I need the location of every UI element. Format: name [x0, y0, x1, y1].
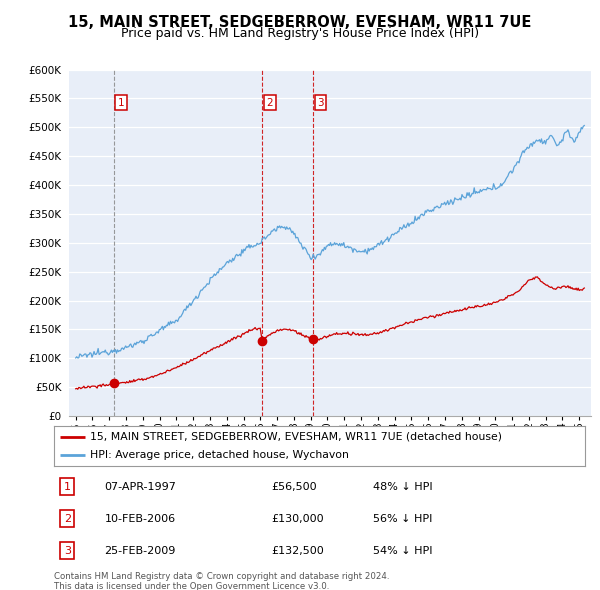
- Text: Contains HM Land Registry data © Crown copyright and database right 2024.: Contains HM Land Registry data © Crown c…: [54, 572, 389, 581]
- Text: £130,000: £130,000: [272, 514, 325, 524]
- Text: 07-APR-1997: 07-APR-1997: [104, 481, 176, 491]
- Text: 56% ↓ HPI: 56% ↓ HPI: [373, 514, 432, 524]
- Text: 10-FEB-2006: 10-FEB-2006: [104, 514, 176, 524]
- Text: 25-FEB-2009: 25-FEB-2009: [104, 546, 176, 556]
- Text: Price paid vs. HM Land Registry's House Price Index (HPI): Price paid vs. HM Land Registry's House …: [121, 27, 479, 40]
- Text: £56,500: £56,500: [272, 481, 317, 491]
- Text: 3: 3: [64, 546, 71, 556]
- Text: 54% ↓ HPI: 54% ↓ HPI: [373, 546, 432, 556]
- Text: 15, MAIN STREET, SEDGEBERROW, EVESHAM, WR11 7UE (detached house): 15, MAIN STREET, SEDGEBERROW, EVESHAM, W…: [90, 432, 502, 442]
- Text: 15, MAIN STREET, SEDGEBERROW, EVESHAM, WR11 7UE: 15, MAIN STREET, SEDGEBERROW, EVESHAM, W…: [68, 15, 532, 30]
- Text: 48% ↓ HPI: 48% ↓ HPI: [373, 481, 432, 491]
- Text: 1: 1: [64, 481, 71, 491]
- Text: HPI: Average price, detached house, Wychavon: HPI: Average price, detached house, Wych…: [90, 450, 349, 460]
- Text: 3: 3: [317, 97, 324, 107]
- Text: This data is licensed under the Open Government Licence v3.0.: This data is licensed under the Open Gov…: [54, 582, 329, 590]
- Text: 1: 1: [118, 97, 125, 107]
- Text: 2: 2: [266, 97, 273, 107]
- Text: £132,500: £132,500: [272, 546, 325, 556]
- Text: 2: 2: [64, 514, 71, 524]
